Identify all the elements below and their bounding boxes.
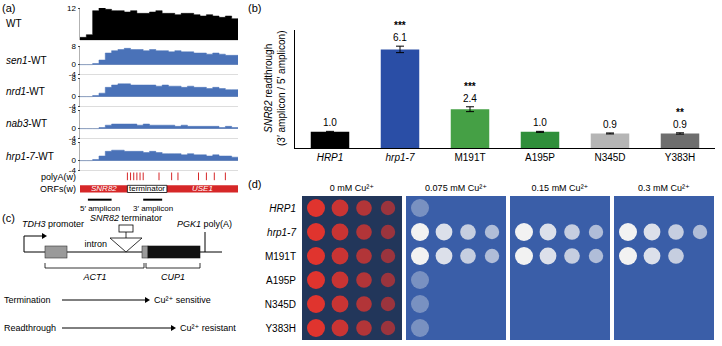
svg-text:SNR82: SNR82 — [91, 184, 117, 193]
svg-text:Termination: Termination — [4, 295, 51, 305]
svg-text:12: 12 — [67, 4, 76, 13]
svg-text:0: 0 — [71, 156, 76, 165]
svg-text:N345D: N345D — [265, 299, 296, 310]
svg-text:Cu²⁺ sensitive: Cu²⁺ sensitive — [154, 295, 211, 305]
svg-text:0 mM Cu²⁺: 0 mM Cu²⁺ — [330, 183, 375, 193]
svg-text:WT: WT — [6, 18, 22, 29]
svg-text:SNR82 terminator: SNR82 terminator — [90, 213, 162, 223]
svg-text:M191T: M191T — [454, 152, 485, 163]
svg-text:intron: intron — [84, 239, 107, 249]
svg-text:0.3 mM Cu²⁺: 0.3 mM Cu²⁺ — [638, 183, 690, 193]
svg-text:nrd1-WT: nrd1-WT — [6, 86, 45, 97]
svg-text:1.0: 1.0 — [323, 117, 337, 128]
svg-text:(d): (d) — [248, 178, 261, 190]
svg-text:8: 8 — [71, 106, 76, 115]
svg-text:-4: -4 — [69, 70, 77, 79]
svg-text:**: ** — [676, 107, 684, 118]
svg-text:HRP1: HRP1 — [269, 203, 296, 214]
svg-text:2.4: 2.4 — [463, 93, 477, 104]
svg-text:ORFs(w): ORFs(w) — [40, 184, 76, 194]
svg-text:ACT1: ACT1 — [82, 272, 106, 282]
svg-text:-4: -4 — [69, 134, 77, 143]
svg-text:hrp1-7-WT: hrp1-7-WT — [6, 151, 54, 162]
svg-text:polyA(w): polyA(w) — [41, 172, 76, 182]
svg-text:8: 8 — [71, 138, 76, 147]
svg-text:(b): (b) — [248, 2, 261, 14]
svg-text:hrp1-7: hrp1-7 — [267, 227, 296, 238]
svg-text:sen1-WT: sen1-WT — [6, 55, 47, 66]
svg-text:TDH3 promoter: TDH3 promoter — [22, 219, 84, 229]
svg-text:USE1: USE1 — [192, 184, 213, 193]
svg-text:0: 0 — [71, 60, 76, 69]
svg-text:-4: -4 — [69, 166, 77, 175]
svg-text:M191T: M191T — [265, 251, 296, 262]
svg-text:5′ amplicon: 5′ amplicon — [80, 204, 120, 213]
svg-text:Y383H: Y383H — [665, 152, 696, 163]
svg-text:3′ amplicon: 3′ amplicon — [133, 204, 173, 213]
svg-text:hrp1-7: hrp1-7 — [386, 152, 415, 163]
svg-text:(a): (a) — [2, 2, 15, 14]
svg-text:0.9: 0.9 — [603, 119, 617, 130]
svg-text:A195P: A195P — [266, 275, 296, 286]
svg-text:N345D: N345D — [594, 152, 625, 163]
svg-text:SNR82 readthrough(3′ amplicon: SNR82 readthrough(3′ amplicon / 5′ ampli… — [263, 31, 287, 146]
svg-text:A195P: A195P — [525, 152, 555, 163]
svg-text:Cu²⁺ resistant: Cu²⁺ resistant — [180, 323, 236, 333]
svg-text:nab3-WT: nab3-WT — [6, 118, 47, 129]
svg-text:***: *** — [394, 20, 406, 31]
svg-text:0: 0 — [71, 124, 76, 133]
svg-text:terminator: terminator — [129, 184, 165, 193]
svg-text:CUP1: CUP1 — [161, 272, 185, 282]
svg-text:8: 8 — [71, 74, 76, 83]
svg-text:HRP1: HRP1 — [317, 152, 344, 163]
svg-text:Readthrough: Readthrough — [4, 323, 56, 333]
svg-text:0.9: 0.9 — [673, 119, 687, 130]
svg-text:Y383H: Y383H — [265, 323, 296, 334]
svg-text:(c): (c) — [2, 212, 15, 224]
svg-text:0.075 mM Cu²⁺: 0.075 mM Cu²⁺ — [425, 183, 487, 193]
svg-text:PGK1 poly(A): PGK1 poly(A) — [177, 219, 232, 229]
svg-text:***: *** — [464, 81, 476, 92]
svg-text:0.15 mM Cu²⁺: 0.15 mM Cu²⁺ — [532, 183, 589, 193]
svg-text:8: 8 — [71, 42, 76, 51]
svg-text:0: 0 — [71, 92, 76, 101]
svg-text:1.0: 1.0 — [533, 117, 547, 128]
svg-text:6.1: 6.1 — [393, 32, 407, 43]
svg-text:-4: -4 — [69, 102, 77, 111]
